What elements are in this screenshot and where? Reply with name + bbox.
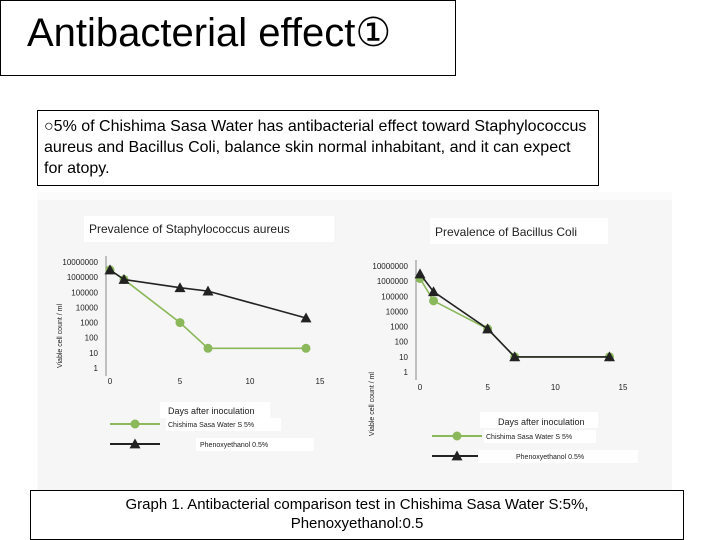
legend-box-sasa xyxy=(484,430,596,443)
x-tick-label: 0 xyxy=(418,383,423,392)
chart-title: Prevalence of Bacillus Coli xyxy=(435,225,577,239)
x-tick-label: 10 xyxy=(551,383,560,392)
x-axis-label: Days after inoculation xyxy=(498,417,585,427)
y-tick-label: 1 xyxy=(94,364,99,373)
x-tick-label: 15 xyxy=(316,377,325,386)
caption-line-2: Phenoxyethanol:0.5 xyxy=(290,515,424,532)
data-point-triangle xyxy=(202,285,214,296)
series-line-1 xyxy=(419,278,610,358)
y-tick-label: 1 xyxy=(404,368,409,377)
legend-label-phenoxy: Phenoxyethanol 0.5% xyxy=(200,442,268,449)
y-tick-label: 100000 xyxy=(71,288,98,297)
y-tick-label: 10000000 xyxy=(372,262,408,271)
legend-marker-triangle xyxy=(451,450,463,461)
legend-marker-circle xyxy=(452,431,462,441)
y-tick-label: 100000 xyxy=(381,292,408,301)
legend-box-sasa xyxy=(166,418,281,431)
data-point-triangle xyxy=(509,351,521,362)
figure-caption: Graph 1. Antibacterial comparison test i… xyxy=(30,490,684,540)
y-tick-label: 10 xyxy=(89,349,98,358)
y-tick-label: 10 xyxy=(399,353,408,362)
data-point-circle xyxy=(203,343,213,353)
series-line-2 xyxy=(419,273,610,358)
legend-label-sasa: Chishima Sasa Water S 5% xyxy=(486,434,572,441)
x-axis-label-box xyxy=(160,402,270,418)
description-box: ○5% of Chishima Sasa Water has antibacte… xyxy=(37,110,599,186)
x-tick-label: 10 xyxy=(246,377,255,386)
data-point-triangle xyxy=(300,312,312,323)
x-tick-label: 5 xyxy=(485,383,490,392)
data-point-circle xyxy=(175,318,185,328)
x-axis-label: Days after inoculation xyxy=(168,406,255,416)
data-point-triangle xyxy=(104,264,116,275)
data-point-triangle xyxy=(414,268,426,279)
chart-title: Prevalence of Staphylococcus aureus xyxy=(89,222,290,236)
data-point-triangle xyxy=(118,273,130,284)
y-tick-label: 10000 xyxy=(76,303,99,312)
data-point-triangle xyxy=(428,286,440,297)
chart-title-box xyxy=(84,216,334,242)
chart-1: Prevalence of Staphylococcus aureus10000… xyxy=(57,216,334,451)
chart-title-box xyxy=(430,218,608,244)
data-point-triangle xyxy=(603,351,615,362)
x-tick-label: 15 xyxy=(619,383,628,392)
y-tick-label: 100 xyxy=(85,334,99,343)
legend-box-phenoxy xyxy=(478,450,638,463)
y-tick-label: 1000000 xyxy=(67,273,99,282)
legend-marker-triangle xyxy=(129,438,141,449)
description-text: ○5% of Chishima Sasa Water has antibacte… xyxy=(44,118,587,177)
caption-line-1: Graph 1. Antibacterial comparison test i… xyxy=(125,496,589,513)
y-tick-label: 1000 xyxy=(80,319,98,328)
y-axis-label: Viable cell count / ml xyxy=(57,304,64,369)
data-point-triangle xyxy=(482,323,494,334)
y-axis-label: Viable cell count / ml xyxy=(369,372,376,437)
data-point-triangle xyxy=(174,282,186,293)
page-title: Antibacterial effect① xyxy=(27,11,392,55)
legend-label-phenoxy: Phenoxyethanol 0.5% xyxy=(516,454,584,461)
chart-2: Prevalence of Bacillus Coli1000000010000… xyxy=(369,218,638,463)
legend-box-phenoxy xyxy=(196,438,314,451)
y-tick-label: 10000 xyxy=(386,307,409,316)
x-axis-label-box xyxy=(480,412,598,428)
y-tick-label: 1000000 xyxy=(377,277,409,286)
y-tick-label: 100 xyxy=(395,338,409,347)
x-tick-label: 5 xyxy=(178,377,183,386)
legend-marker-circle xyxy=(130,419,140,429)
y-tick-label: 1000 xyxy=(390,323,408,332)
title-box: Antibacterial effect① xyxy=(0,0,456,76)
legend-label-sasa: Chishima Sasa Water S 5% xyxy=(168,422,254,429)
data-point-circle xyxy=(301,343,311,353)
data-point-circle xyxy=(429,296,439,306)
x-tick-label: 0 xyxy=(108,377,113,386)
y-tick-label: 10000000 xyxy=(62,258,98,267)
